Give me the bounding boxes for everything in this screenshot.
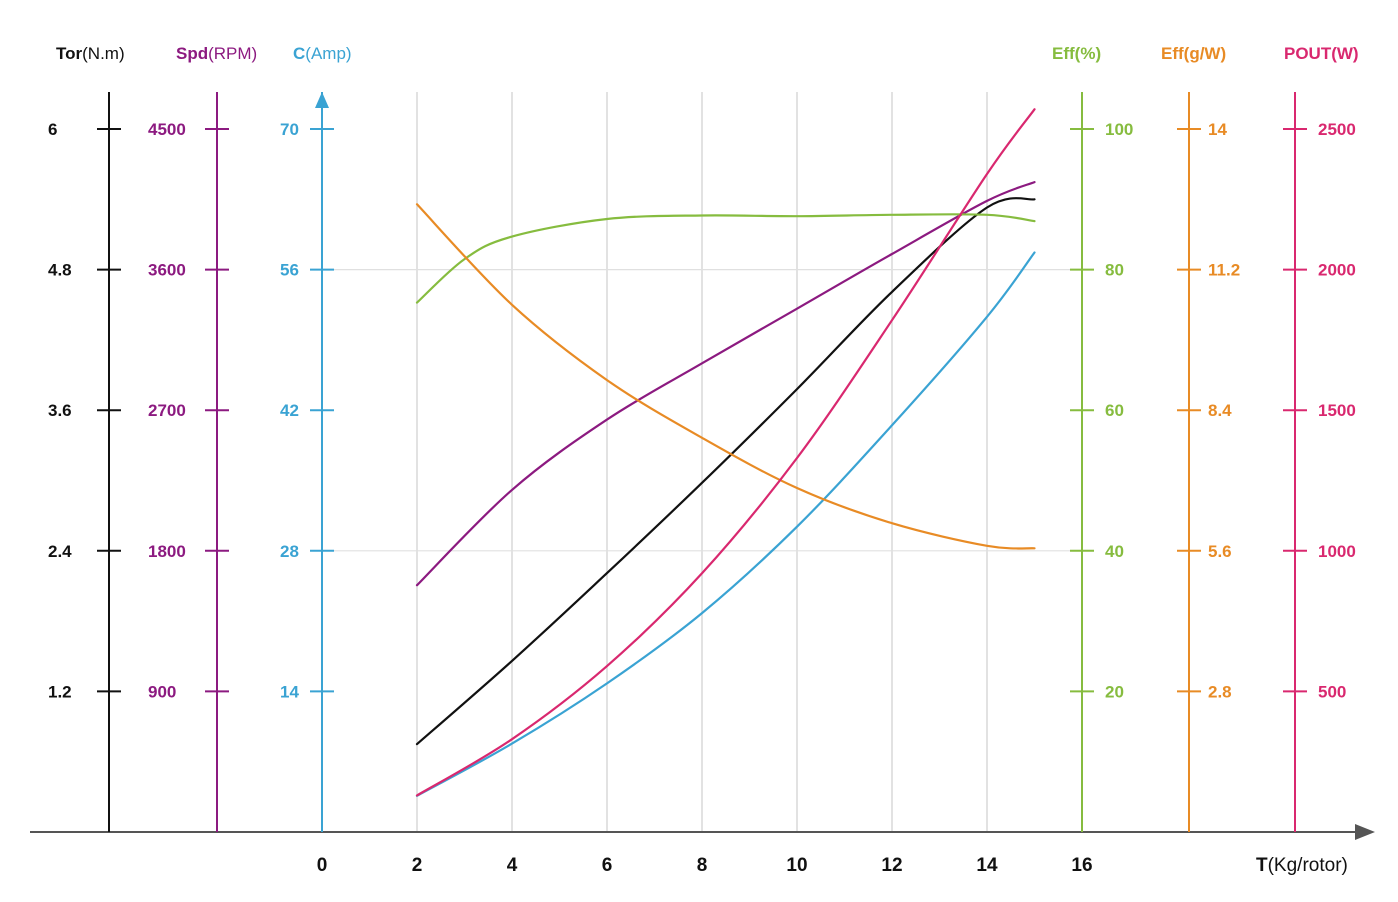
x-tick-label-10: 10 [786, 855, 807, 876]
x-tick-label-14: 14 [976, 855, 998, 876]
eff_gw-tick-label-14: 14 [1208, 120, 1227, 139]
eff_gw-tick-label-8.4: 8.4 [1208, 401, 1232, 420]
x-axis-arrow [1355, 824, 1375, 840]
current-axis-title-bold: C [293, 44, 305, 63]
x-tick-label-2: 2 [412, 855, 423, 876]
eff_pct-axis-title: Eff(%) [1052, 44, 1101, 63]
pout-tick-label-2500: 2500 [1318, 120, 1356, 139]
torque-axis-title-bold: Tor [56, 44, 83, 63]
speed-axis-title: Spd(RPM) [176, 44, 257, 63]
x-axis-title-unit: (Kg/rotor) [1268, 855, 1348, 876]
x-tick-label-0: 0 [317, 855, 328, 876]
speed-tick-label-4500: 4500 [148, 120, 186, 139]
eff_pct-tick-label-20: 20 [1105, 682, 1124, 701]
speed-tick-label-3600: 3600 [148, 261, 186, 280]
speed-axis-title-bold: Spd [176, 44, 208, 63]
eff_pct-tick-label-60: 60 [1105, 401, 1124, 420]
x-tick-label-12: 12 [881, 855, 902, 876]
series-line-torque [415, 197, 1036, 746]
eff_gw-tick-label-5.6: 5.6 [1208, 542, 1232, 561]
current-tick-label-14: 14 [280, 682, 299, 701]
pout-axis-title-bold: POUT(W) [1284, 44, 1359, 63]
current-tick-label-42: 42 [280, 401, 299, 420]
speed-axis-title-unit: (RPM) [208, 44, 257, 63]
series-line-eff_pct [415, 213, 1036, 304]
series-line-pout [415, 108, 1036, 797]
current-tick-label-28: 28 [280, 542, 299, 561]
torque-axis-title-unit: (N.m) [82, 44, 124, 63]
torque-tick-label-4.8: 4.8 [48, 261, 72, 280]
torque-tick-label-1.2: 1.2 [48, 682, 72, 701]
current-tick-label-56: 56 [280, 261, 299, 280]
pout-tick-label-1500: 1500 [1318, 401, 1356, 420]
series-layer [415, 108, 1036, 797]
x-tick-label-4: 4 [507, 855, 518, 876]
torque-axis-title: Tor(N.m) [56, 44, 125, 63]
x-axis-title: T(Kg/rotor) [1256, 855, 1348, 876]
axes-layer [30, 92, 1375, 840]
current-tick-label-70: 70 [280, 120, 299, 139]
pout-tick-label-1000: 1000 [1318, 542, 1356, 561]
series-line-speed [415, 181, 1036, 587]
torque-tick-label-2.4: 2.4 [48, 542, 72, 561]
eff_gw-axis-title-bold: Eff(g/W) [1161, 44, 1226, 63]
eff_gw-axis-title: Eff(g/W) [1161, 44, 1226, 63]
speed-tick-label-1800: 1800 [148, 542, 186, 561]
torque-tick-label-3.6: 3.6 [48, 401, 72, 420]
speed-tick-label-2700: 2700 [148, 401, 186, 420]
current-axis-arrow [315, 92, 329, 108]
speed-tick-label-900: 900 [148, 682, 176, 701]
eff_pct-tick-label-100: 100 [1105, 120, 1133, 139]
pout-axis-title: POUT(W) [1284, 44, 1359, 63]
eff_pct-tick-label-80: 80 [1105, 261, 1124, 280]
series-line-eff_gw [415, 203, 1036, 550]
torque-tick-label-6: 6 [48, 120, 57, 139]
eff_gw-tick-label-2.8: 2.8 [1208, 682, 1232, 701]
x-tick-label-6: 6 [602, 855, 613, 876]
current-axis-title-unit: (Amp) [305, 44, 351, 63]
labels-layer: 0 2 4 6 8 10 12 14 16 T(Kg/rotor) 1.2 2.4 3.6 4.8 6 Tor… [48, 44, 1359, 876]
eff_gw-tick-label-11.2: 11.2 [1208, 261, 1240, 280]
x-tick-label-16: 16 [1071, 855, 1092, 876]
x-tick-label-8: 8 [697, 855, 708, 876]
current-axis-title: C(Amp) [293, 44, 352, 63]
x-axis-title-bold: T [1256, 855, 1268, 876]
eff_pct-axis-title-bold: Eff(%) [1052, 44, 1101, 63]
eff_pct-tick-label-40: 40 [1105, 542, 1124, 561]
pout-tick-label-500: 500 [1318, 682, 1346, 701]
series-line-current [415, 251, 1036, 797]
pout-tick-label-2000: 2000 [1318, 261, 1356, 280]
